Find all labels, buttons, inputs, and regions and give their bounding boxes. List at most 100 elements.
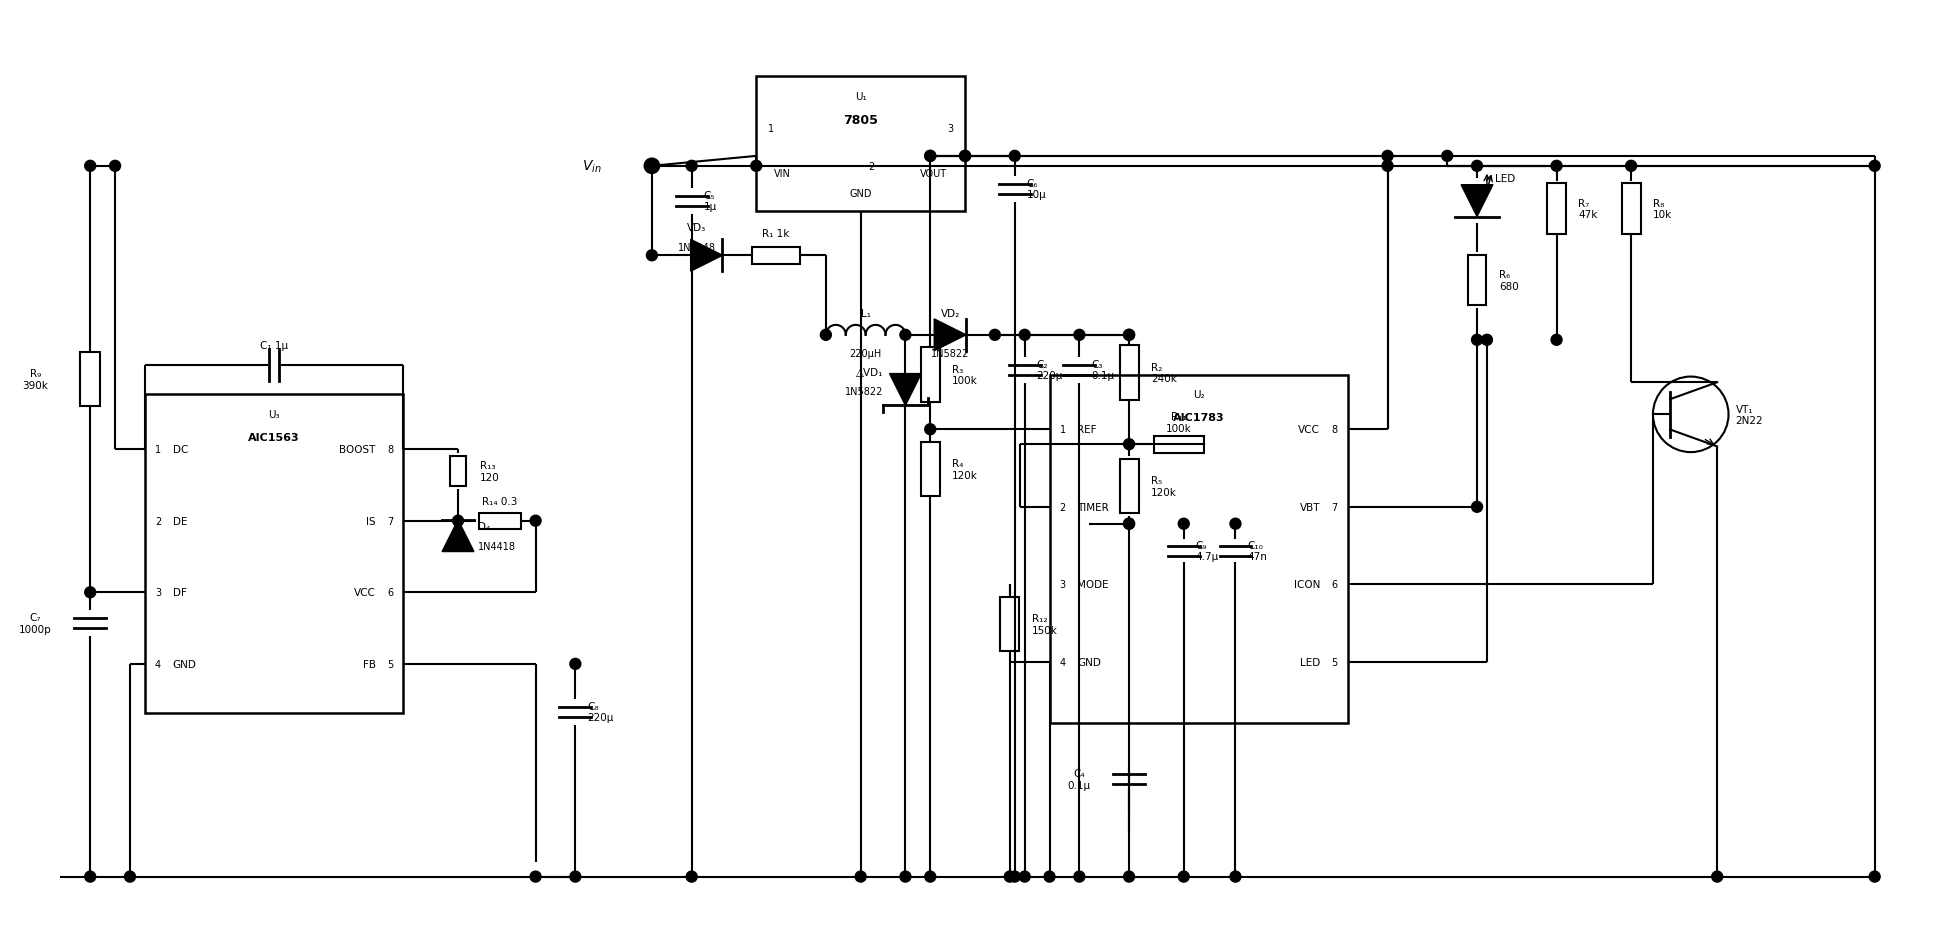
Text: MODE: MODE [1078, 580, 1109, 590]
Circle shape [1124, 518, 1134, 530]
Circle shape [1383, 161, 1393, 172]
Circle shape [1472, 502, 1482, 513]
Circle shape [1472, 335, 1482, 346]
Text: C₉
4.7μ: C₉ 4.7μ [1196, 540, 1220, 562]
Text: 1N4418: 1N4418 [478, 541, 515, 551]
Text: 4: 4 [156, 659, 161, 669]
Text: ICON: ICON [1293, 580, 1321, 590]
Bar [1000, 598, 1019, 651]
Text: 8: 8 [387, 445, 393, 455]
Circle shape [1869, 871, 1881, 882]
Text: VOUT: VOUT [920, 169, 947, 178]
Text: 6: 6 [387, 588, 393, 598]
Circle shape [1124, 439, 1134, 450]
Text: 4: 4 [1060, 657, 1066, 667]
Circle shape [1472, 161, 1482, 172]
Circle shape [1124, 330, 1134, 341]
Text: C₅
1μ: C₅ 1μ [704, 191, 718, 212]
Text: VT₁
2N22: VT₁ 2N22 [1735, 404, 1762, 426]
Circle shape [856, 871, 866, 882]
Text: R₉
390k: R₉ 390k [23, 369, 49, 391]
Bar [80, 352, 99, 407]
Text: 1: 1 [768, 124, 774, 134]
Bar [920, 442, 939, 497]
Text: C₂
220μ: C₂ 220μ [1037, 360, 1064, 381]
Circle shape [570, 871, 582, 882]
Bar [1468, 256, 1486, 306]
Text: △VD₁: △VD₁ [856, 367, 883, 378]
Text: GND: GND [1078, 657, 1101, 667]
Text: DC: DC [173, 445, 189, 455]
Circle shape [1124, 330, 1134, 341]
Text: 8: 8 [1332, 425, 1338, 435]
Text: GND: GND [173, 659, 196, 669]
Text: R₃
100k: R₃ 100k [953, 364, 978, 386]
Bar [478, 514, 521, 529]
Text: 7: 7 [1332, 502, 1338, 513]
Text: 1N5822: 1N5822 [846, 387, 883, 397]
Circle shape [646, 161, 657, 172]
Circle shape [1179, 871, 1188, 882]
Circle shape [1004, 871, 1015, 882]
Bar [920, 348, 939, 402]
Bar [1546, 183, 1566, 235]
Bar [1050, 375, 1348, 723]
Polygon shape [889, 374, 922, 406]
Circle shape [1626, 161, 1636, 172]
Circle shape [86, 871, 95, 882]
Text: VD₃: VD₃ [687, 223, 706, 233]
Text: 7805: 7805 [844, 114, 877, 127]
Text: TIMER: TIMER [1078, 502, 1109, 513]
Circle shape [1124, 518, 1134, 530]
Circle shape [901, 330, 910, 341]
Circle shape [1229, 518, 1241, 530]
Text: R₁₁
100k: R₁₁ 100k [1165, 412, 1192, 433]
Bar [144, 395, 403, 713]
Bar [1622, 183, 1640, 235]
Text: 5: 5 [1332, 657, 1338, 667]
Text: C₇
1000p: C₇ 1000p [19, 613, 53, 634]
Text: C₁ 1μ: C₁ 1μ [261, 341, 288, 350]
Circle shape [924, 425, 936, 435]
Text: R₄
120k: R₄ 120k [953, 459, 978, 480]
Text: $V_{in}$: $V_{in}$ [582, 159, 603, 175]
Polygon shape [690, 240, 722, 272]
Text: U₂: U₂ [1192, 390, 1204, 400]
Text: REF: REF [1078, 425, 1097, 435]
Text: R₁ 1k: R₁ 1k [762, 229, 790, 239]
Text: 5: 5 [387, 659, 393, 669]
Circle shape [1124, 871, 1134, 882]
Circle shape [1383, 151, 1393, 162]
Circle shape [86, 161, 95, 172]
Text: 3: 3 [1060, 580, 1066, 590]
Circle shape [1869, 161, 1881, 172]
Text: GND: GND [850, 189, 871, 198]
Circle shape [1044, 871, 1054, 882]
Circle shape [821, 330, 831, 341]
Polygon shape [442, 520, 475, 552]
Circle shape [1074, 871, 1085, 882]
Text: R₆
680: R₆ 680 [1500, 270, 1519, 292]
Circle shape [924, 871, 936, 882]
Text: 1: 1 [156, 445, 161, 455]
Text: C₄
0.1μ: C₄ 0.1μ [1068, 768, 1091, 790]
Circle shape [751, 161, 762, 172]
Text: 2: 2 [1060, 502, 1066, 513]
Text: VCC: VCC [1297, 425, 1321, 435]
Text: C₃
0.1μ: C₃ 0.1μ [1091, 360, 1114, 381]
Circle shape [1179, 518, 1188, 530]
Text: R₈
10k: R₈ 10k [1653, 198, 1673, 220]
Circle shape [1019, 871, 1031, 882]
Text: R₇
47k: R₇ 47k [1579, 198, 1597, 220]
Circle shape [959, 151, 971, 162]
Circle shape [924, 151, 936, 162]
Circle shape [646, 250, 657, 261]
Text: BOOST: BOOST [338, 445, 375, 455]
Text: L₁: L₁ [860, 309, 871, 319]
Text: 220μH: 220μH [850, 348, 881, 359]
Text: U₃: U₃ [268, 410, 280, 420]
Text: VCC: VCC [354, 588, 375, 598]
Text: LED: LED [1299, 657, 1321, 667]
Circle shape [1074, 330, 1085, 341]
Text: 3: 3 [947, 124, 953, 134]
